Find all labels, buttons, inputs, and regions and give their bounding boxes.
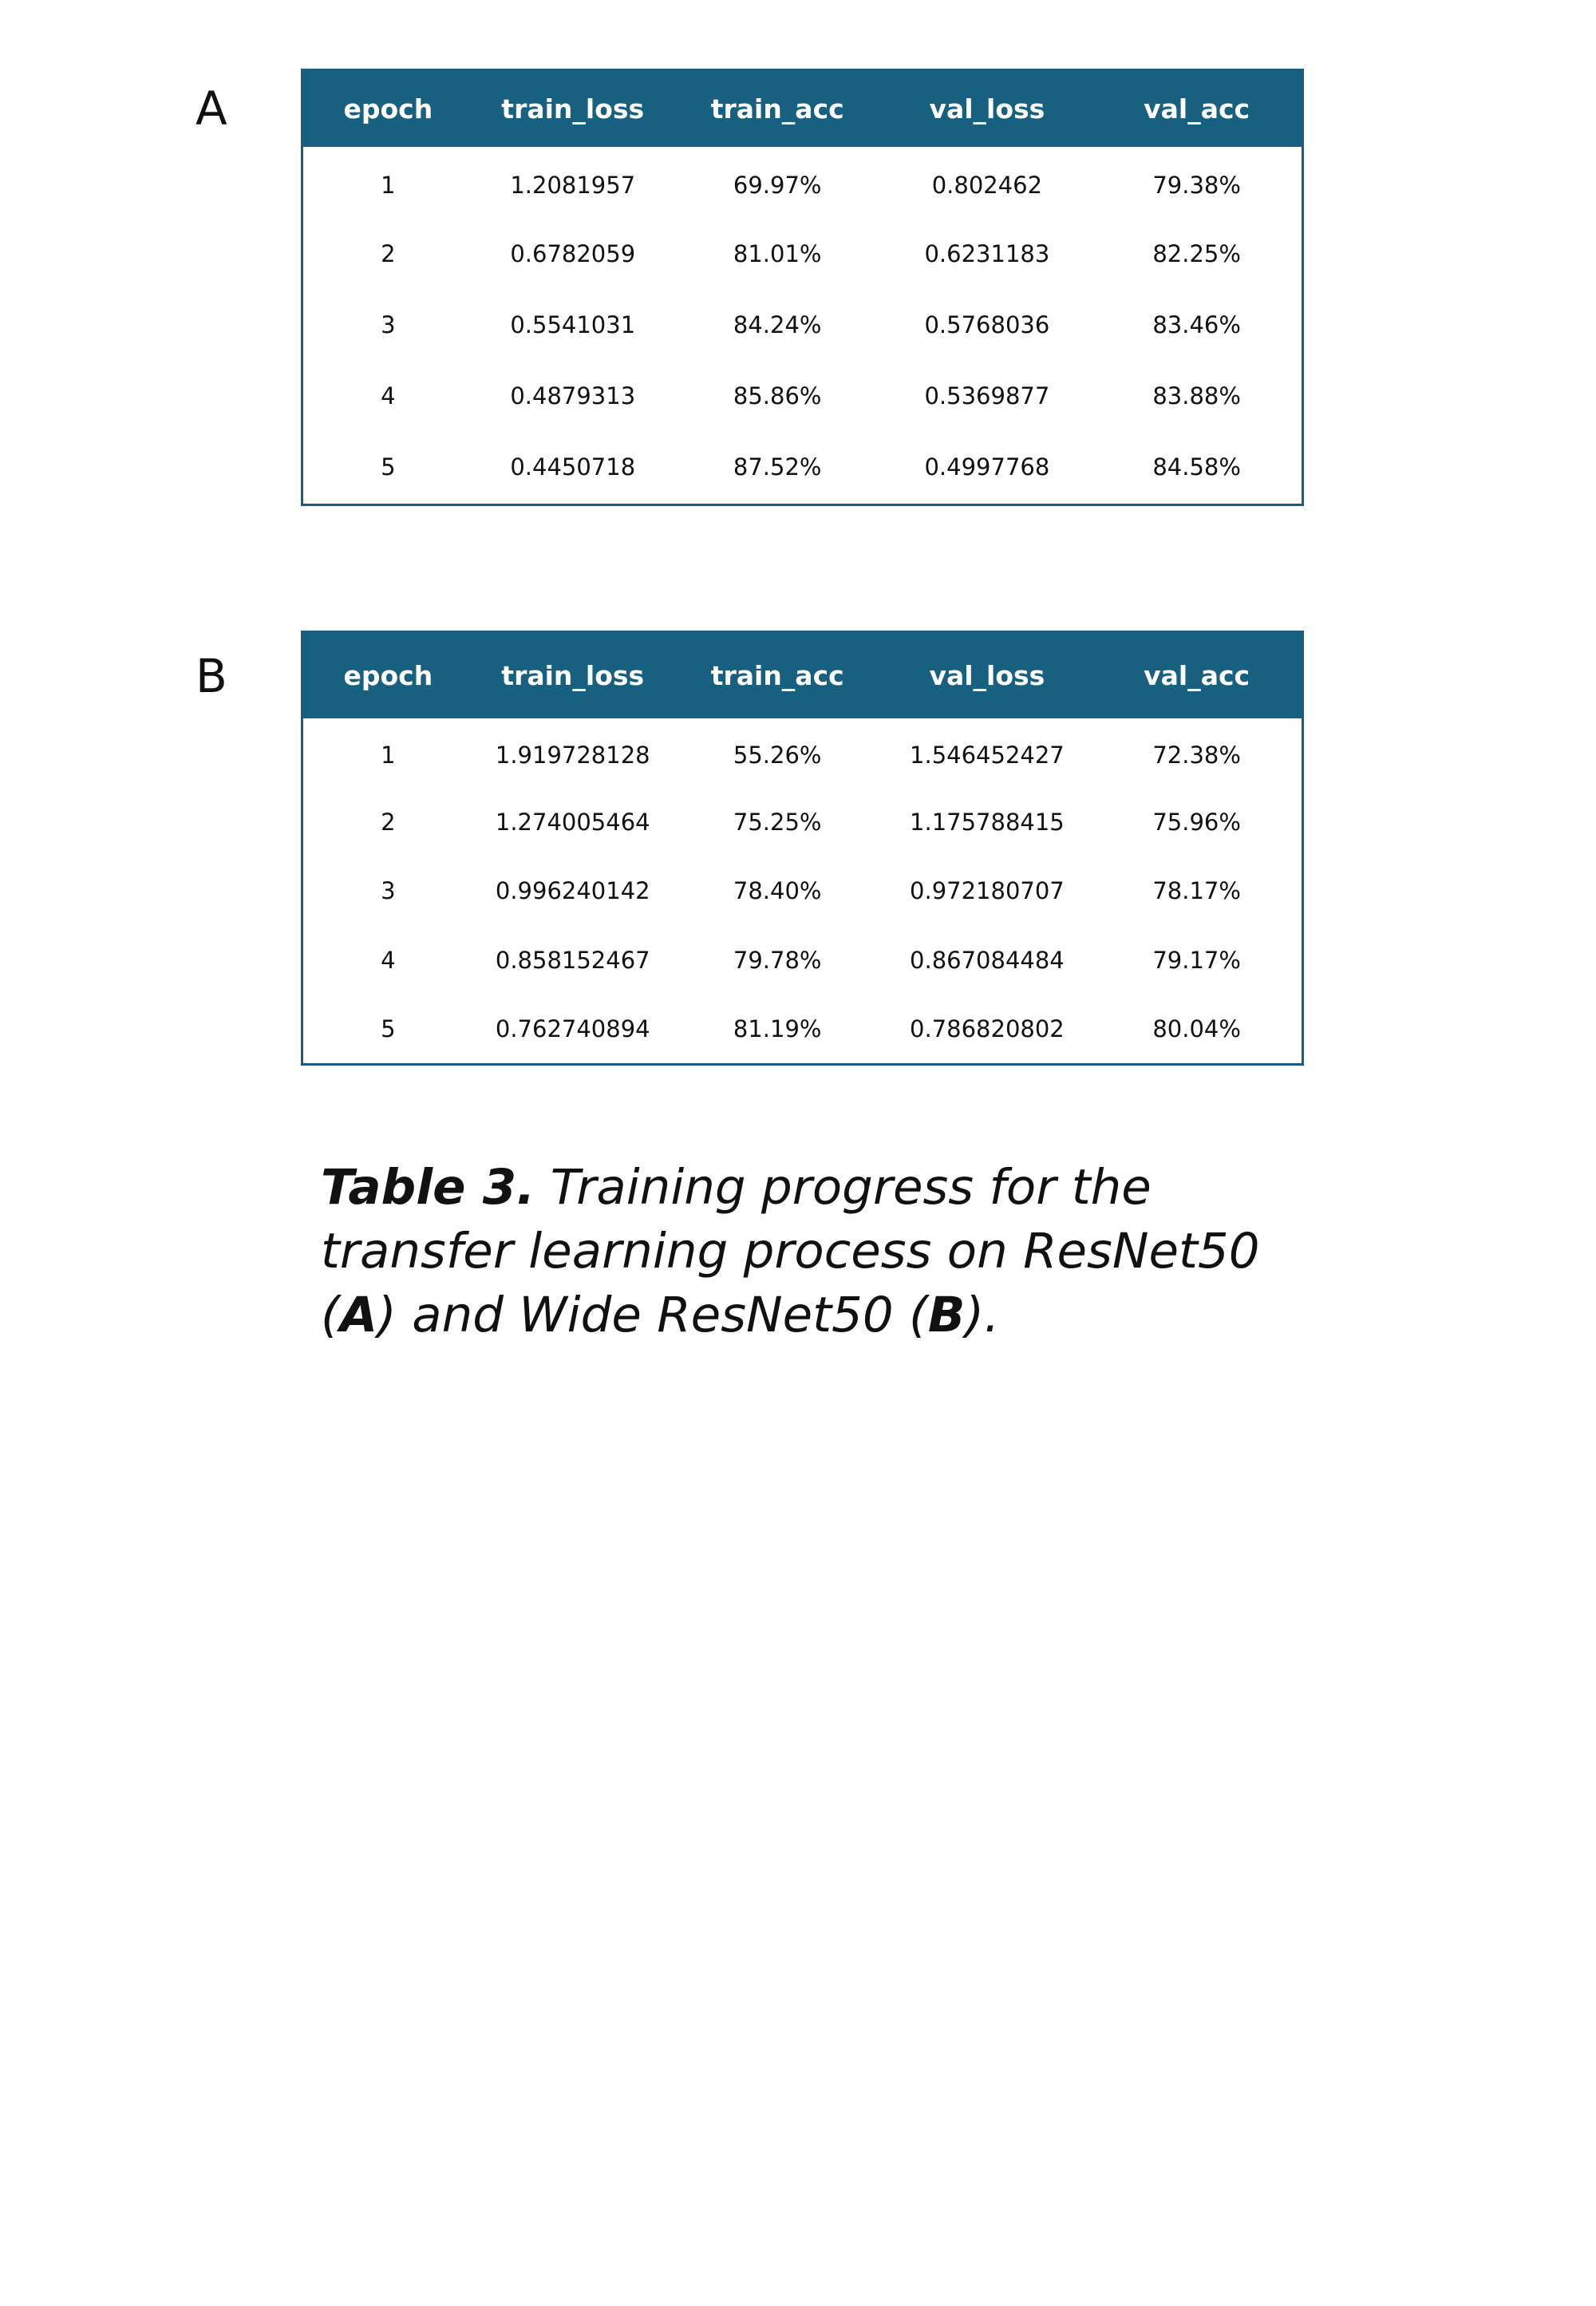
cell-train-loss: 0.6782059 xyxy=(510,239,636,267)
table-b: epoch train_loss train_acc val_loss val_… xyxy=(301,631,1304,1066)
cell-val-loss: 0.972180707 xyxy=(910,877,1065,905)
cell-val-loss: 0.802462 xyxy=(931,171,1043,199)
table-row: 5 0.762740894 81.19% 0.786820802 80.04% xyxy=(303,995,1302,1064)
table-b-header-epoch: epoch xyxy=(343,660,433,691)
table-row: 5 0.4450718 87.52% 0.4997768 84.58% xyxy=(303,431,1302,502)
cell-val-loss: 0.4997768 xyxy=(924,453,1050,481)
table-row: 3 0.5541031 84.24% 0.5768036 83.46% xyxy=(303,289,1302,360)
cell-val-acc: 79.38% xyxy=(1152,171,1241,199)
cell-val-loss: 1.175788415 xyxy=(910,808,1065,836)
cell-val-loss: 0.5369877 xyxy=(924,382,1050,409)
cell-train-acc: 55.26% xyxy=(733,742,822,769)
table-row: 2 0.6782059 81.01% 0.6231183 82.25% xyxy=(303,218,1302,289)
caption-text-1: Training progress for the transfer learn… xyxy=(321,1159,1260,1343)
caption-text-3: ). xyxy=(965,1287,1000,1343)
cell-val-loss: 0.6231183 xyxy=(924,239,1050,267)
panel-label-b: B xyxy=(196,649,227,703)
cell-train-loss: 1.274005464 xyxy=(495,808,650,836)
cell-train-acc: 81.01% xyxy=(733,239,822,267)
table-a-header-train-loss: train_loss xyxy=(501,93,645,125)
table-row: 1 1.919728128 55.26% 1.546452427 72.38% xyxy=(303,718,1302,788)
panel-label-a: A xyxy=(196,81,227,136)
table-b-header-val-acc: val_acc xyxy=(1144,660,1250,691)
cell-train-acc: 84.24% xyxy=(733,310,822,338)
cell-val-acc: 79.17% xyxy=(1152,946,1241,974)
cell-val-acc: 78.17% xyxy=(1152,877,1241,905)
caption-text-2: ) and Wide ResNet50 ( xyxy=(377,1287,928,1343)
table-a: epoch train_loss train_acc val_loss val_… xyxy=(301,69,1304,506)
cell-val-loss: 1.546452427 xyxy=(910,742,1065,769)
table-a-header-train-acc: train_acc xyxy=(710,93,844,125)
table-b-header-train-loss: train_loss xyxy=(501,660,645,691)
table-a-header-epoch: epoch xyxy=(343,93,433,125)
cell-train-acc: 79.78% xyxy=(733,946,822,974)
cell-train-acc: 85.86% xyxy=(733,382,822,409)
table-b-header-row: epoch train_loss train_acc val_loss val_… xyxy=(303,633,1302,718)
cell-train-acc: 78.40% xyxy=(733,877,822,905)
cell-train-loss: 1.919728128 xyxy=(495,742,650,769)
table-b-header-train-acc: train_acc xyxy=(710,660,844,691)
table-row: 1 1.2081957 69.97% 0.802462 79.38% xyxy=(303,147,1302,218)
cell-val-loss: 0.786820802 xyxy=(910,1015,1065,1043)
cell-val-loss: 0.867084484 xyxy=(910,946,1065,974)
cell-epoch: 4 xyxy=(381,946,396,974)
caption-ref-a: A xyxy=(339,1287,378,1343)
cell-train-loss: 0.858152467 xyxy=(495,946,650,974)
cell-val-acc: 83.46% xyxy=(1152,310,1241,338)
table-row: 4 0.858152467 79.78% 0.867084484 79.17% xyxy=(303,926,1302,995)
table-a-header-val-acc: val_acc xyxy=(1144,93,1250,125)
caption-ref-b: B xyxy=(927,1287,966,1343)
cell-train-loss: 0.4450718 xyxy=(510,453,636,481)
cell-val-acc: 72.38% xyxy=(1152,742,1241,769)
table-row: 3 0.996240142 78.40% 0.972180707 78.17% xyxy=(303,856,1302,926)
cell-val-loss: 0.5768036 xyxy=(924,310,1050,338)
cell-epoch: 5 xyxy=(381,453,396,481)
table-a-header-row: epoch train_loss train_acc val_loss val_… xyxy=(303,71,1302,147)
cell-val-acc: 82.25% xyxy=(1152,239,1241,267)
cell-train-acc: 87.52% xyxy=(733,453,822,481)
cell-val-acc: 75.96% xyxy=(1152,808,1241,836)
cell-epoch: 2 xyxy=(381,239,396,267)
cell-epoch: 2 xyxy=(381,808,396,836)
cell-train-loss: 0.5541031 xyxy=(510,310,636,338)
cell-val-acc: 80.04% xyxy=(1152,1015,1241,1043)
table-row: 2 1.274005464 75.25% 1.175788415 75.96% xyxy=(303,788,1302,857)
caption-label: Table 3. xyxy=(321,1159,535,1216)
cell-train-acc: 69.97% xyxy=(733,171,822,199)
cell-val-acc: 83.88% xyxy=(1152,382,1241,409)
table-b-header-val-loss: val_loss xyxy=(929,660,1045,691)
cell-train-acc: 81.19% xyxy=(733,1015,822,1043)
cell-train-loss: 0.762740894 xyxy=(495,1015,650,1043)
cell-epoch: 5 xyxy=(381,1015,396,1043)
cell-train-loss: 1.2081957 xyxy=(510,171,636,199)
cell-train-loss: 0.4879313 xyxy=(510,382,636,409)
cell-epoch: 1 xyxy=(381,742,396,769)
table-caption: Table 3. Training progress for the trans… xyxy=(321,1156,1318,1347)
cell-epoch: 3 xyxy=(381,877,396,905)
cell-val-acc: 84.58% xyxy=(1152,453,1241,481)
cell-train-loss: 0.996240142 xyxy=(495,877,650,905)
cell-epoch: 4 xyxy=(381,382,396,409)
cell-epoch: 1 xyxy=(381,171,396,199)
cell-train-acc: 75.25% xyxy=(733,808,822,836)
table-a-header-val-loss: val_loss xyxy=(929,93,1045,125)
cell-epoch: 3 xyxy=(381,310,396,338)
table-row: 4 0.4879313 85.86% 0.5369877 83.88% xyxy=(303,360,1302,431)
